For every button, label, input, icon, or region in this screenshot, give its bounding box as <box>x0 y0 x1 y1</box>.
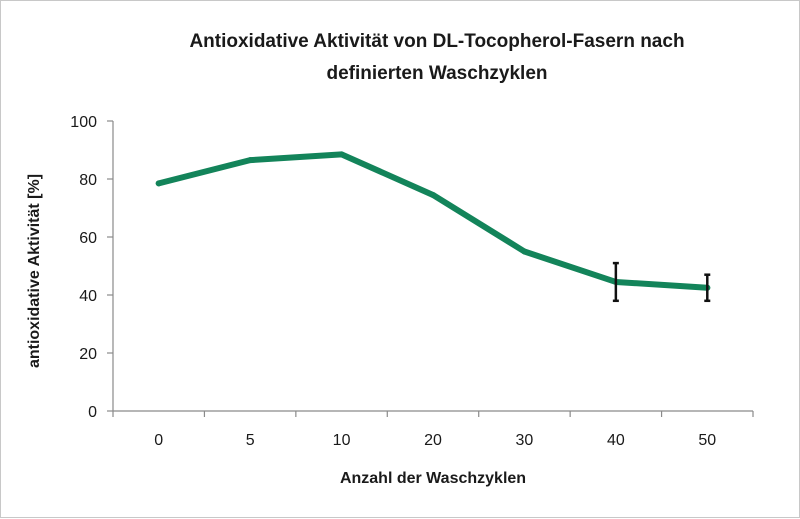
y-tick-label: 0 <box>88 404 97 421</box>
x-tick-label: 50 <box>698 432 716 449</box>
x-tick-label: 5 <box>246 432 255 449</box>
chart-title-line-2: definierten Waschzyklen <box>326 63 547 84</box>
y-axis-title: antioxidative Aktivität [%] <box>26 174 43 368</box>
x-tick-label: 20 <box>424 432 442 449</box>
series-line <box>155 151 711 291</box>
y-tick-label: 20 <box>79 346 97 363</box>
data-point <box>430 191 436 198</box>
x-tick-label: 40 <box>607 432 625 449</box>
x-axis: 0 5 10 20 30 40 50 <box>112 410 754 449</box>
x-tick-label: 0 <box>154 432 163 449</box>
chart-title-line-1: Antioxidative Aktivität von DL-Tocophero… <box>189 31 684 52</box>
x-tick-label: 30 <box>516 432 534 449</box>
error-bars <box>612 261 711 303</box>
x-axis-title: Anzahl der Waschzyklen <box>340 470 526 487</box>
y-tick-label: 100 <box>70 114 97 131</box>
x-tick-label: 10 <box>333 432 351 449</box>
data-series <box>155 151 711 291</box>
data-point <box>521 248 528 255</box>
y-tick-label: 40 <box>79 288 97 305</box>
data-point <box>247 157 254 164</box>
y-tick-label: 80 <box>79 172 97 189</box>
y-axis: 0 20 40 60 80 100 <box>70 114 114 421</box>
data-point <box>155 180 162 187</box>
data-point <box>338 151 345 158</box>
y-tick-label: 60 <box>79 230 97 247</box>
